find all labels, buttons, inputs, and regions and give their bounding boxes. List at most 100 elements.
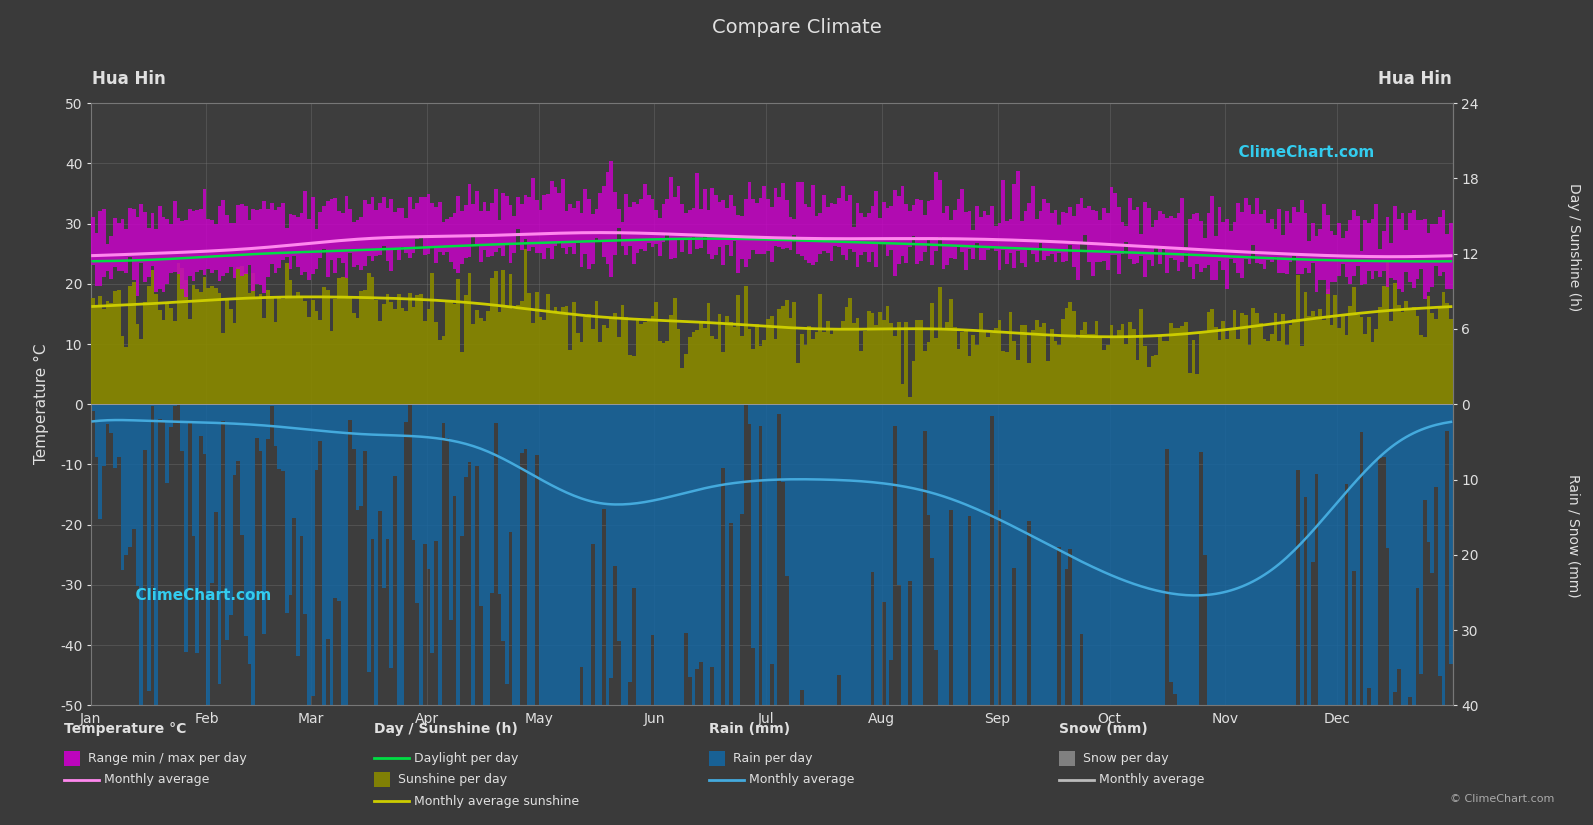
Bar — [822, 404, 825, 825]
Bar — [1341, 316, 1344, 404]
Bar — [875, 191, 878, 267]
Text: © ClimeChart.com: © ClimeChart.com — [1450, 794, 1555, 804]
Bar — [1344, 231, 1348, 276]
Bar — [162, 404, 166, 421]
Bar — [255, 298, 258, 404]
Bar — [479, 318, 483, 404]
Bar — [819, 294, 822, 404]
Bar — [491, 404, 494, 592]
Bar — [1266, 341, 1270, 404]
Bar — [661, 204, 666, 242]
Bar — [1222, 321, 1225, 404]
Bar — [327, 290, 330, 404]
Bar — [472, 404, 475, 728]
Bar — [162, 320, 166, 404]
Bar — [241, 266, 244, 404]
Bar — [344, 404, 349, 825]
Bar — [1408, 214, 1411, 281]
Bar — [1239, 404, 1244, 825]
Bar — [875, 404, 878, 825]
Bar — [1423, 404, 1427, 500]
Bar — [703, 189, 707, 237]
Bar — [1061, 319, 1064, 404]
Bar — [905, 404, 908, 825]
Bar — [505, 404, 508, 684]
Bar — [460, 352, 464, 404]
Bar — [1352, 210, 1356, 276]
Bar — [292, 404, 296, 517]
Bar — [628, 355, 632, 404]
Bar — [1144, 404, 1147, 820]
Bar — [338, 278, 341, 404]
Bar — [680, 205, 683, 252]
Bar — [452, 304, 457, 404]
Bar — [825, 207, 830, 253]
Bar — [441, 336, 446, 404]
Bar — [263, 318, 266, 404]
Bar — [1147, 208, 1150, 261]
Bar — [1200, 404, 1203, 452]
Text: Sunshine per day: Sunshine per day — [398, 773, 508, 786]
Bar — [1016, 172, 1020, 252]
Bar — [961, 404, 964, 825]
Bar — [446, 300, 449, 404]
Bar — [1064, 213, 1069, 261]
Bar — [1035, 219, 1039, 262]
Bar — [878, 313, 883, 404]
Bar — [777, 404, 781, 414]
Bar — [572, 208, 577, 254]
Bar — [758, 198, 763, 254]
Bar — [519, 205, 524, 251]
Bar — [1091, 334, 1094, 404]
Text: Daylight per day: Daylight per day — [414, 752, 519, 765]
Bar — [569, 351, 572, 404]
Bar — [263, 404, 266, 634]
Bar — [1364, 220, 1367, 285]
Bar — [1058, 345, 1061, 404]
Bar — [319, 404, 322, 441]
Bar — [1419, 404, 1423, 674]
Bar — [1266, 404, 1270, 825]
Bar — [207, 404, 210, 825]
Bar — [650, 200, 655, 247]
Bar — [1303, 292, 1308, 404]
Bar — [905, 322, 908, 404]
Bar — [1427, 233, 1431, 292]
Bar — [763, 340, 766, 404]
Bar — [1109, 325, 1114, 404]
Bar — [535, 404, 538, 455]
Bar — [1322, 320, 1325, 404]
Bar — [519, 301, 524, 404]
Bar — [1203, 238, 1206, 267]
Bar — [572, 302, 577, 404]
Bar — [911, 404, 916, 825]
Bar — [422, 197, 427, 255]
Bar — [1050, 404, 1053, 825]
Bar — [875, 325, 878, 404]
Bar — [785, 200, 789, 248]
Bar — [315, 404, 319, 470]
Bar — [922, 404, 927, 431]
Bar — [1386, 404, 1389, 549]
Bar — [400, 404, 405, 825]
Bar — [1155, 219, 1158, 246]
Bar — [366, 404, 371, 672]
Bar — [1147, 367, 1150, 404]
Bar — [1024, 211, 1027, 267]
Bar — [953, 210, 956, 258]
Bar — [319, 212, 322, 257]
Bar — [352, 222, 355, 266]
Bar — [639, 323, 644, 404]
Bar — [1233, 404, 1236, 825]
Bar — [196, 404, 199, 653]
Bar — [777, 196, 781, 247]
Bar — [1397, 219, 1400, 289]
Bar — [1158, 335, 1161, 404]
Bar — [344, 278, 349, 404]
Bar — [299, 404, 304, 536]
Bar — [1098, 404, 1102, 825]
Bar — [311, 404, 315, 695]
Bar — [1314, 316, 1319, 404]
Bar — [1423, 337, 1427, 404]
Bar — [747, 329, 752, 404]
